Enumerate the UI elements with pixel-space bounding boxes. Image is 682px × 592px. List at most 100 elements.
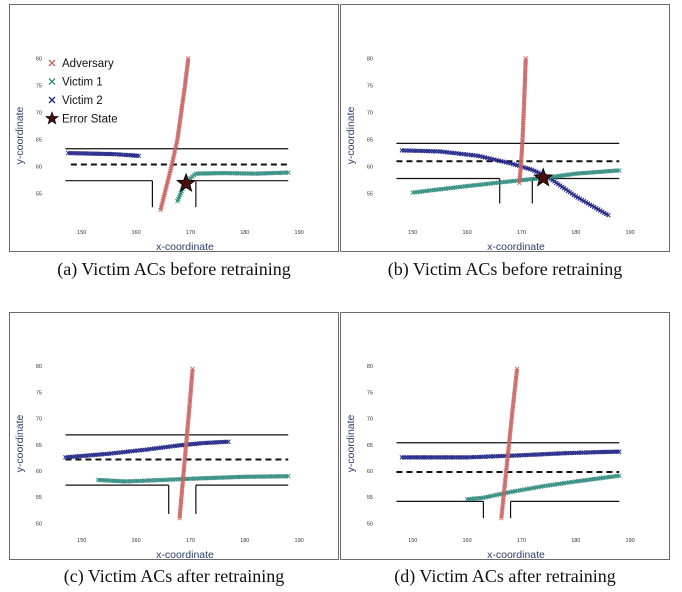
y-tick-labels: 50 55 60 65 70 75 80	[367, 364, 373, 527]
y-tick-label: 70	[36, 417, 42, 423]
trajectory-marker	[514, 366, 520, 372]
x-tick-label: 150	[408, 230, 417, 236]
x-tick-label: 160	[462, 538, 471, 544]
trajectory-marker	[136, 153, 142, 159]
trajectory-marker	[616, 449, 622, 454]
y-tick-label: 55	[367, 192, 373, 198]
y-tick-label: 55	[36, 192, 42, 198]
error-state-star	[533, 167, 554, 187]
y-tick-label: 60	[367, 469, 373, 475]
x-tick-label: 170	[517, 538, 526, 544]
legend-marker-icon	[48, 59, 56, 67]
error-state-star	[175, 172, 197, 192]
caption-b: (b) Victim ACs before retraining	[387, 259, 623, 279]
x-tick-label: 150	[77, 230, 86, 236]
trajectory-marker	[616, 168, 622, 173]
trajectory-marker	[523, 56, 529, 61]
y-tick-label: 70	[367, 111, 373, 117]
y-tick-label: 60	[36, 165, 42, 171]
y-tick-label: 80	[36, 56, 42, 62]
trajectory-victim-1	[176, 171, 289, 202]
y-tick-label: 70	[36, 111, 42, 117]
x-tick-labels: 150 160 170 180 190	[77, 230, 304, 236]
x-tick-label: 170	[186, 230, 195, 236]
x-axis-label: x-coordinate	[487, 549, 545, 561]
series-adversary	[177, 366, 195, 521]
x-tick-label: 150	[77, 538, 86, 544]
x-tick-labels: 150 160 170 180 190	[408, 230, 635, 236]
legend-label: Adversary	[62, 58, 114, 70]
series-victim-1	[410, 168, 622, 195]
x-tick-label: 190	[295, 538, 304, 544]
y-tick-label: 60	[367, 165, 373, 171]
x-tick-label: 190	[295, 230, 304, 236]
caption-d: (d) Victim ACs after retraining	[394, 566, 616, 586]
x-tick-labels: 150 160 170 180 190	[77, 538, 304, 544]
x-tick-label: 160	[462, 230, 471, 236]
series-victim-1	[175, 170, 291, 204]
y-tick-label: 65	[367, 443, 373, 449]
y-tick-label: 50	[36, 521, 42, 527]
y-axis-label: y-coordinate	[345, 414, 357, 472]
y-tick-label: 60	[36, 469, 42, 475]
chart-c: 150 160 170 180 190 50 55 60 65 70 75 80 x-coordinat…	[14, 364, 304, 561]
y-tick-label: 50	[367, 521, 373, 527]
series-adversary	[516, 56, 529, 186]
trajectory-marker	[190, 366, 195, 372]
legend-label: Victim 1	[62, 77, 103, 89]
y-tick-label: 65	[36, 138, 42, 144]
x-tick-label: 180	[240, 538, 249, 544]
x-tick-label: 190	[626, 538, 635, 544]
x-axis-label: x-coordinate	[156, 241, 214, 253]
legend: Adversary Victim 1 Victim 2 Error State	[44, 58, 118, 126]
trajectory-marker	[285, 473, 291, 479]
series-victim-2	[63, 439, 231, 460]
x-tick-label: 170	[186, 538, 195, 544]
y-tick-label: 80	[367, 56, 373, 62]
y-tick-label: 75	[36, 83, 42, 89]
series-victim-2	[65, 150, 142, 159]
x-tick-label: 190	[626, 230, 635, 236]
y-tick-label: 55	[367, 495, 373, 501]
y-axis-label: y-coordinate	[14, 106, 26, 164]
trajectory-victim-2	[401, 450, 620, 459]
y-tick-label: 75	[36, 390, 42, 396]
x-axis-label: x-coordinate	[487, 241, 545, 253]
chart-panel-b: 150 160 170 180 190 55 60 65 70 75 80 x-coordinate y…	[340, 4, 670, 253]
trajectory-marker	[285, 170, 291, 175]
chart-b: 150 160 170 180 190 55 60 65 70 75 80 x-coordinate y…	[345, 56, 635, 253]
legend-star-icon	[44, 111, 60, 125]
chart-panel-a: 150 160 170 180 190 55 60 65 70 75 80 x-coordinate y…	[9, 4, 339, 253]
y-tick-label: 80	[367, 364, 373, 370]
y-tick-labels: 50 55 60 65 70 75 80	[36, 364, 42, 527]
trajectory-marker	[226, 439, 231, 444]
series-adversary	[499, 366, 520, 521]
chart-d: 150 160 170 180 190 50 55 60 65 70 75 80 x-coordinat…	[345, 364, 635, 561]
x-tick-labels: 150 160 170 180 190	[408, 538, 635, 544]
series-victim-1	[95, 473, 291, 484]
y-axis-label: y-coordinate	[14, 414, 26, 472]
x-tick-label: 170	[517, 230, 526, 236]
y-tick-label: 80	[36, 364, 42, 370]
y-tick-label: 65	[367, 138, 373, 144]
y-tick-label: 55	[36, 495, 42, 501]
series-victim-1	[464, 473, 622, 502]
x-axis-label: x-coordinate	[156, 549, 214, 561]
chart-panel-d: 150 160 170 180 190 50 55 60 65 70 75 80 x-coordinat…	[340, 312, 670, 561]
y-tick-labels: 55 60 65 70 75 80	[367, 56, 373, 197]
legend-label: Victim 2	[62, 95, 103, 107]
y-tick-label: 75	[367, 83, 373, 89]
y-tick-label: 75	[367, 390, 373, 396]
chart-panel-c: 150 160 170 180 190 50 55 60 65 70 75 80 x-coordinat…	[9, 312, 339, 561]
caption-a: (a) Victim ACs before retraining	[57, 259, 291, 279]
x-tick-label: 180	[571, 538, 580, 544]
y-axis-label: y-coordinate	[345, 106, 357, 164]
y-tick-label: 65	[36, 443, 42, 449]
x-tick-label: 180	[240, 230, 249, 236]
x-tick-label: 160	[131, 538, 140, 544]
trajectory-marker	[606, 212, 611, 218]
legend-marker-icon	[48, 78, 56, 85]
trajectory-marker	[616, 473, 622, 479]
x-tick-label: 150	[408, 538, 417, 544]
x-tick-label: 160	[131, 230, 140, 236]
